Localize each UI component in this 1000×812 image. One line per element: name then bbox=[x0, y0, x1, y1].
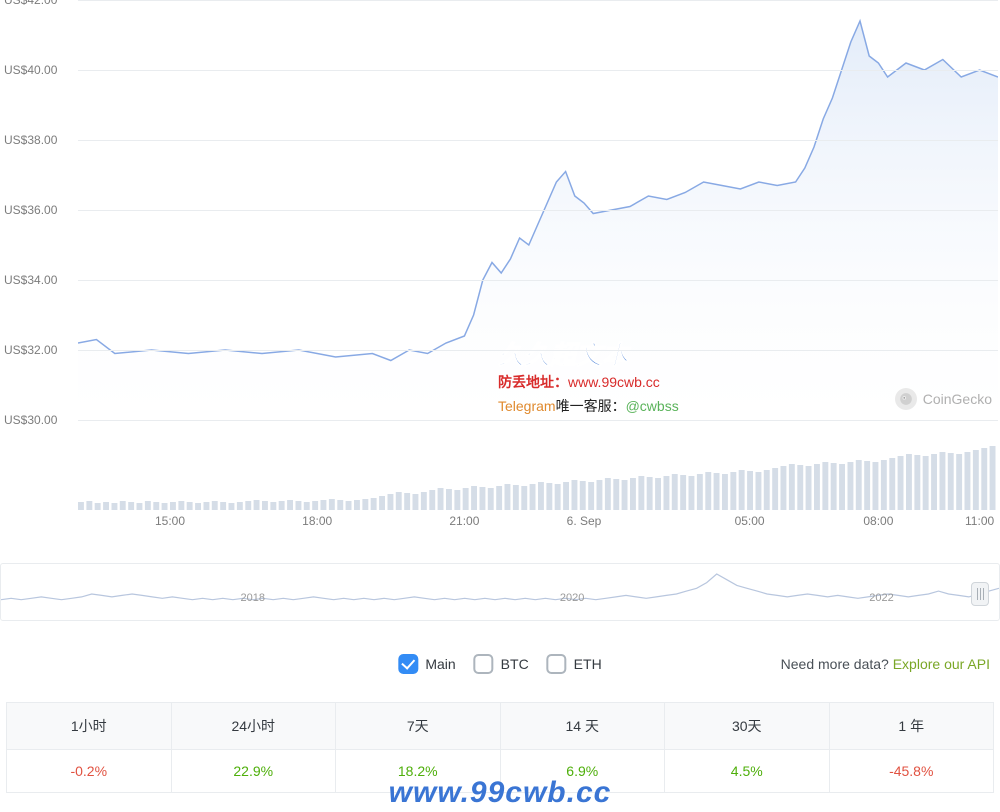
series-checkboxes: Main BTC ETH bbox=[398, 654, 601, 674]
overview-chart[interactable]: 2018 2020 2022 bbox=[0, 563, 1000, 621]
gridline bbox=[78, 70, 998, 71]
volume-bars bbox=[78, 446, 998, 510]
checkbox-main-label: Main bbox=[425, 656, 455, 672]
checkbox-main-box bbox=[398, 654, 418, 674]
y-tick: US$36.00 bbox=[4, 203, 57, 217]
overview-year-label: 2018 bbox=[241, 592, 265, 604]
overview-year-label: 2020 bbox=[560, 592, 584, 604]
api-link[interactable]: Explore our API bbox=[893, 656, 990, 672]
checkbox-eth-label: ETH bbox=[574, 656, 602, 672]
table-header-cell: 1小时 bbox=[7, 703, 172, 749]
x-tick: 11:00 bbox=[965, 514, 994, 528]
gridline bbox=[78, 420, 998, 421]
api-text: Need more data? bbox=[781, 656, 893, 672]
overview-handle[interactable] bbox=[971, 582, 989, 606]
table-header-cell: 1 年 bbox=[830, 703, 994, 749]
overview-year-label: 2022 bbox=[869, 592, 893, 604]
table-header-cell: 7天 bbox=[336, 703, 501, 749]
gecko-icon bbox=[895, 388, 917, 410]
table-value-cell: 22.9% bbox=[172, 750, 337, 792]
table-header-cell: 14 天 bbox=[501, 703, 666, 749]
x-tick: 08:00 bbox=[863, 514, 893, 528]
x-tick: 05:00 bbox=[735, 514, 765, 528]
chart-controls: Main BTC ETH Need more data? Explore our… bbox=[0, 642, 1000, 686]
table-value-cell: -45.8% bbox=[830, 750, 994, 792]
overview-svg bbox=[1, 564, 999, 620]
table-header-cell: 24小时 bbox=[172, 703, 337, 749]
table-header-cell: 30天 bbox=[665, 703, 830, 749]
brand-label: CoinGecko bbox=[923, 391, 992, 407]
y-axis: US$42.00 US$40.00 US$38.00 US$36.00 US$34.00… bbox=[0, 0, 76, 420]
coingecko-brand: CoinGecko bbox=[895, 388, 992, 410]
table-value-cell: 18.2% bbox=[336, 750, 501, 792]
checkbox-btc-label: BTC bbox=[501, 656, 529, 672]
plot-area[interactable]: 久久超文本 防丢地址：www.99cwb.cc Telegram唯一客服：@cw… bbox=[78, 0, 998, 420]
x-tick: 15:00 bbox=[155, 514, 185, 528]
x-tick: 21:00 bbox=[449, 514, 479, 528]
gridline bbox=[78, 210, 998, 211]
y-tick: US$34.00 bbox=[4, 273, 57, 287]
table-value-cell: 6.9% bbox=[501, 750, 666, 792]
table-value-cell: -0.2% bbox=[7, 750, 172, 792]
gridline bbox=[78, 280, 998, 281]
checkbox-eth[interactable]: ETH bbox=[547, 654, 602, 674]
x-tick: 18:00 bbox=[302, 514, 332, 528]
y-tick: US$30.00 bbox=[4, 413, 57, 427]
x-axis: 15:00 18:00 21:00 6. Sep 05:00 08:00 11:00 bbox=[78, 514, 998, 544]
gridline bbox=[78, 0, 998, 1]
gridline bbox=[78, 350, 998, 351]
table-header-row: 1小时24小时7天14 天30天1 年 bbox=[7, 703, 993, 749]
performance-table: 1小时24小时7天14 天30天1 年 -0.2%22.9%18.2%6.9%4… bbox=[6, 702, 994, 793]
checkbox-main[interactable]: Main bbox=[398, 654, 455, 674]
api-cta: Need more data? Explore our API bbox=[781, 656, 990, 672]
volume-svg bbox=[78, 446, 998, 510]
checkbox-btc-box bbox=[474, 654, 494, 674]
y-tick: US$40.00 bbox=[4, 63, 57, 77]
price-chart: US$42.00 US$40.00 US$38.00 US$36.00 US$34.00… bbox=[0, 0, 1000, 548]
x-tick: 6. Sep bbox=[567, 514, 602, 528]
table-value-cell: 4.5% bbox=[665, 750, 830, 792]
y-tick: US$38.00 bbox=[4, 133, 57, 147]
y-tick: US$42.00 bbox=[4, 0, 57, 7]
checkbox-btc[interactable]: BTC bbox=[474, 654, 529, 674]
gridline bbox=[78, 140, 998, 141]
y-tick: US$32.00 bbox=[4, 343, 57, 357]
checkbox-eth-box bbox=[547, 654, 567, 674]
table-value-row: -0.2%22.9%18.2%6.9%4.5%-45.8% bbox=[7, 749, 993, 792]
